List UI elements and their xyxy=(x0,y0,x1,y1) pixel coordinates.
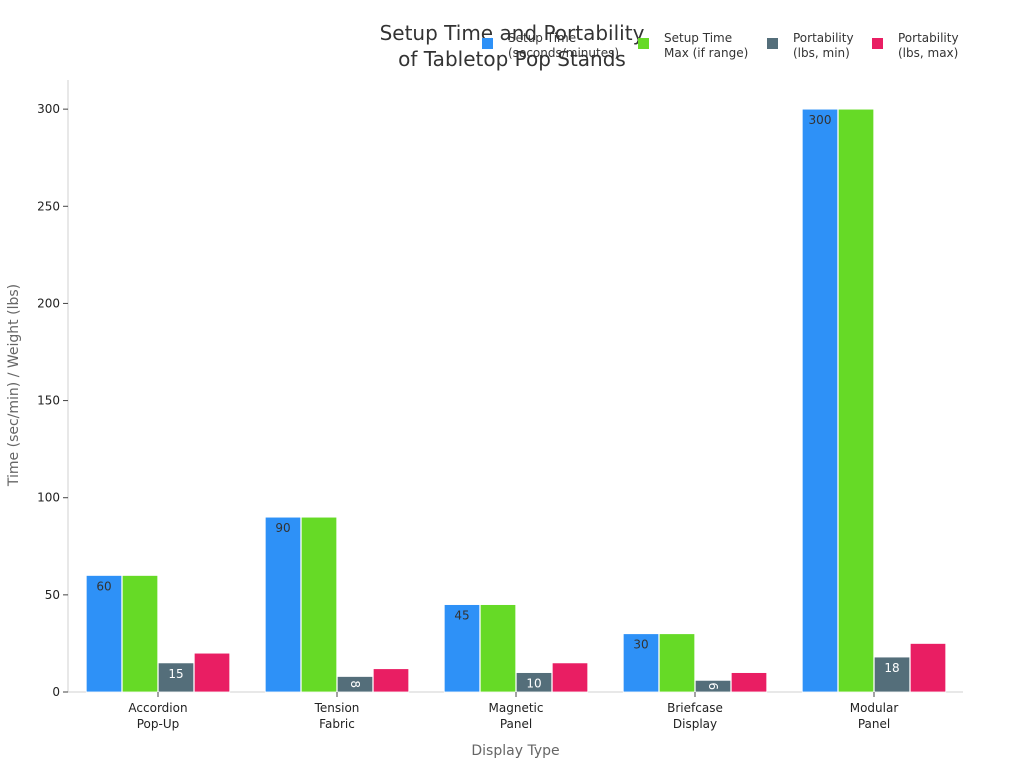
y-tick-label: 100 xyxy=(37,491,60,505)
bar-1-0 xyxy=(121,575,159,693)
data-label: 300 xyxy=(809,113,832,127)
bar-0-4 xyxy=(801,108,839,693)
bar-3-2 xyxy=(551,662,589,693)
data-label: 15 xyxy=(168,667,183,681)
chart-title: Setup Time and Portability xyxy=(380,21,645,45)
bar-0-1 xyxy=(264,516,302,693)
bar-0-2 xyxy=(443,604,481,693)
data-label: 8 xyxy=(348,680,362,688)
bar-3-0 xyxy=(193,652,231,693)
y-tick-label: 300 xyxy=(37,102,60,116)
y-tick-label: 150 xyxy=(37,394,60,408)
x-tick-label: Pop-Up xyxy=(137,717,180,731)
bar-1-1 xyxy=(300,516,338,693)
data-label: 45 xyxy=(454,609,469,623)
bar-3-4 xyxy=(909,643,947,693)
data-label: 60 xyxy=(96,579,111,593)
legend-label-0: (seconds/minutes) xyxy=(508,46,619,60)
x-tick-label: Panel xyxy=(858,717,890,731)
y-tick-label: 0 xyxy=(52,685,60,699)
x-tick-label: Accordion xyxy=(128,701,187,715)
x-axis-label: Display Type xyxy=(471,743,559,759)
bar-2-0 xyxy=(157,662,195,693)
legend-label-3: Portability xyxy=(898,31,959,45)
x-tick-label: Display xyxy=(673,717,717,731)
bar-1-3 xyxy=(658,633,696,693)
legend-label-3: (lbs, max) xyxy=(898,46,958,60)
chart-title: of Tabletop Pop Stands xyxy=(398,47,626,71)
legend-swatch-1 xyxy=(638,38,649,49)
y-tick-label: 200 xyxy=(37,296,60,310)
x-tick-label: Panel xyxy=(500,717,532,731)
data-label: 18 xyxy=(884,661,899,675)
x-tick-label: Modular xyxy=(850,701,899,715)
x-tick-label: Magnetic xyxy=(489,701,544,715)
bar-0-0 xyxy=(85,575,123,693)
bar-2-3 xyxy=(694,679,732,693)
bar-2-1 xyxy=(336,676,374,693)
x-tick-label: Fabric xyxy=(319,717,355,731)
bar-2-2 xyxy=(515,672,553,693)
legend-swatch-2 xyxy=(767,38,778,49)
legend-swatch-3 xyxy=(872,38,883,49)
legend-label-2: Portability xyxy=(793,31,854,45)
bar-1-4 xyxy=(837,108,875,693)
y-tick-label: 50 xyxy=(45,588,60,602)
bar-2-4 xyxy=(873,656,911,693)
bar-1-2 xyxy=(479,604,517,693)
y-tick-label: 250 xyxy=(37,199,60,213)
data-label: 30 xyxy=(633,638,648,652)
bar-3-3 xyxy=(730,672,768,693)
data-label: 90 xyxy=(275,521,290,535)
legend-swatch-0 xyxy=(482,38,493,49)
legend-label-1: Setup Time xyxy=(664,31,732,45)
legend-label-0: Setup Time xyxy=(508,31,576,45)
legend-label-1: Max (if range) xyxy=(664,46,748,60)
data-label: 10 xyxy=(526,677,541,691)
bar-0-3 xyxy=(622,633,660,693)
legend-label-2: (lbs, min) xyxy=(793,46,850,60)
bar-3-1 xyxy=(372,668,410,693)
x-tick-label: Briefcase xyxy=(667,701,723,715)
y-axis-label: Time (sec/min) / Weight (lbs) xyxy=(6,284,22,487)
data-label: 6 xyxy=(706,682,720,690)
x-tick-label: Tension xyxy=(314,701,360,715)
